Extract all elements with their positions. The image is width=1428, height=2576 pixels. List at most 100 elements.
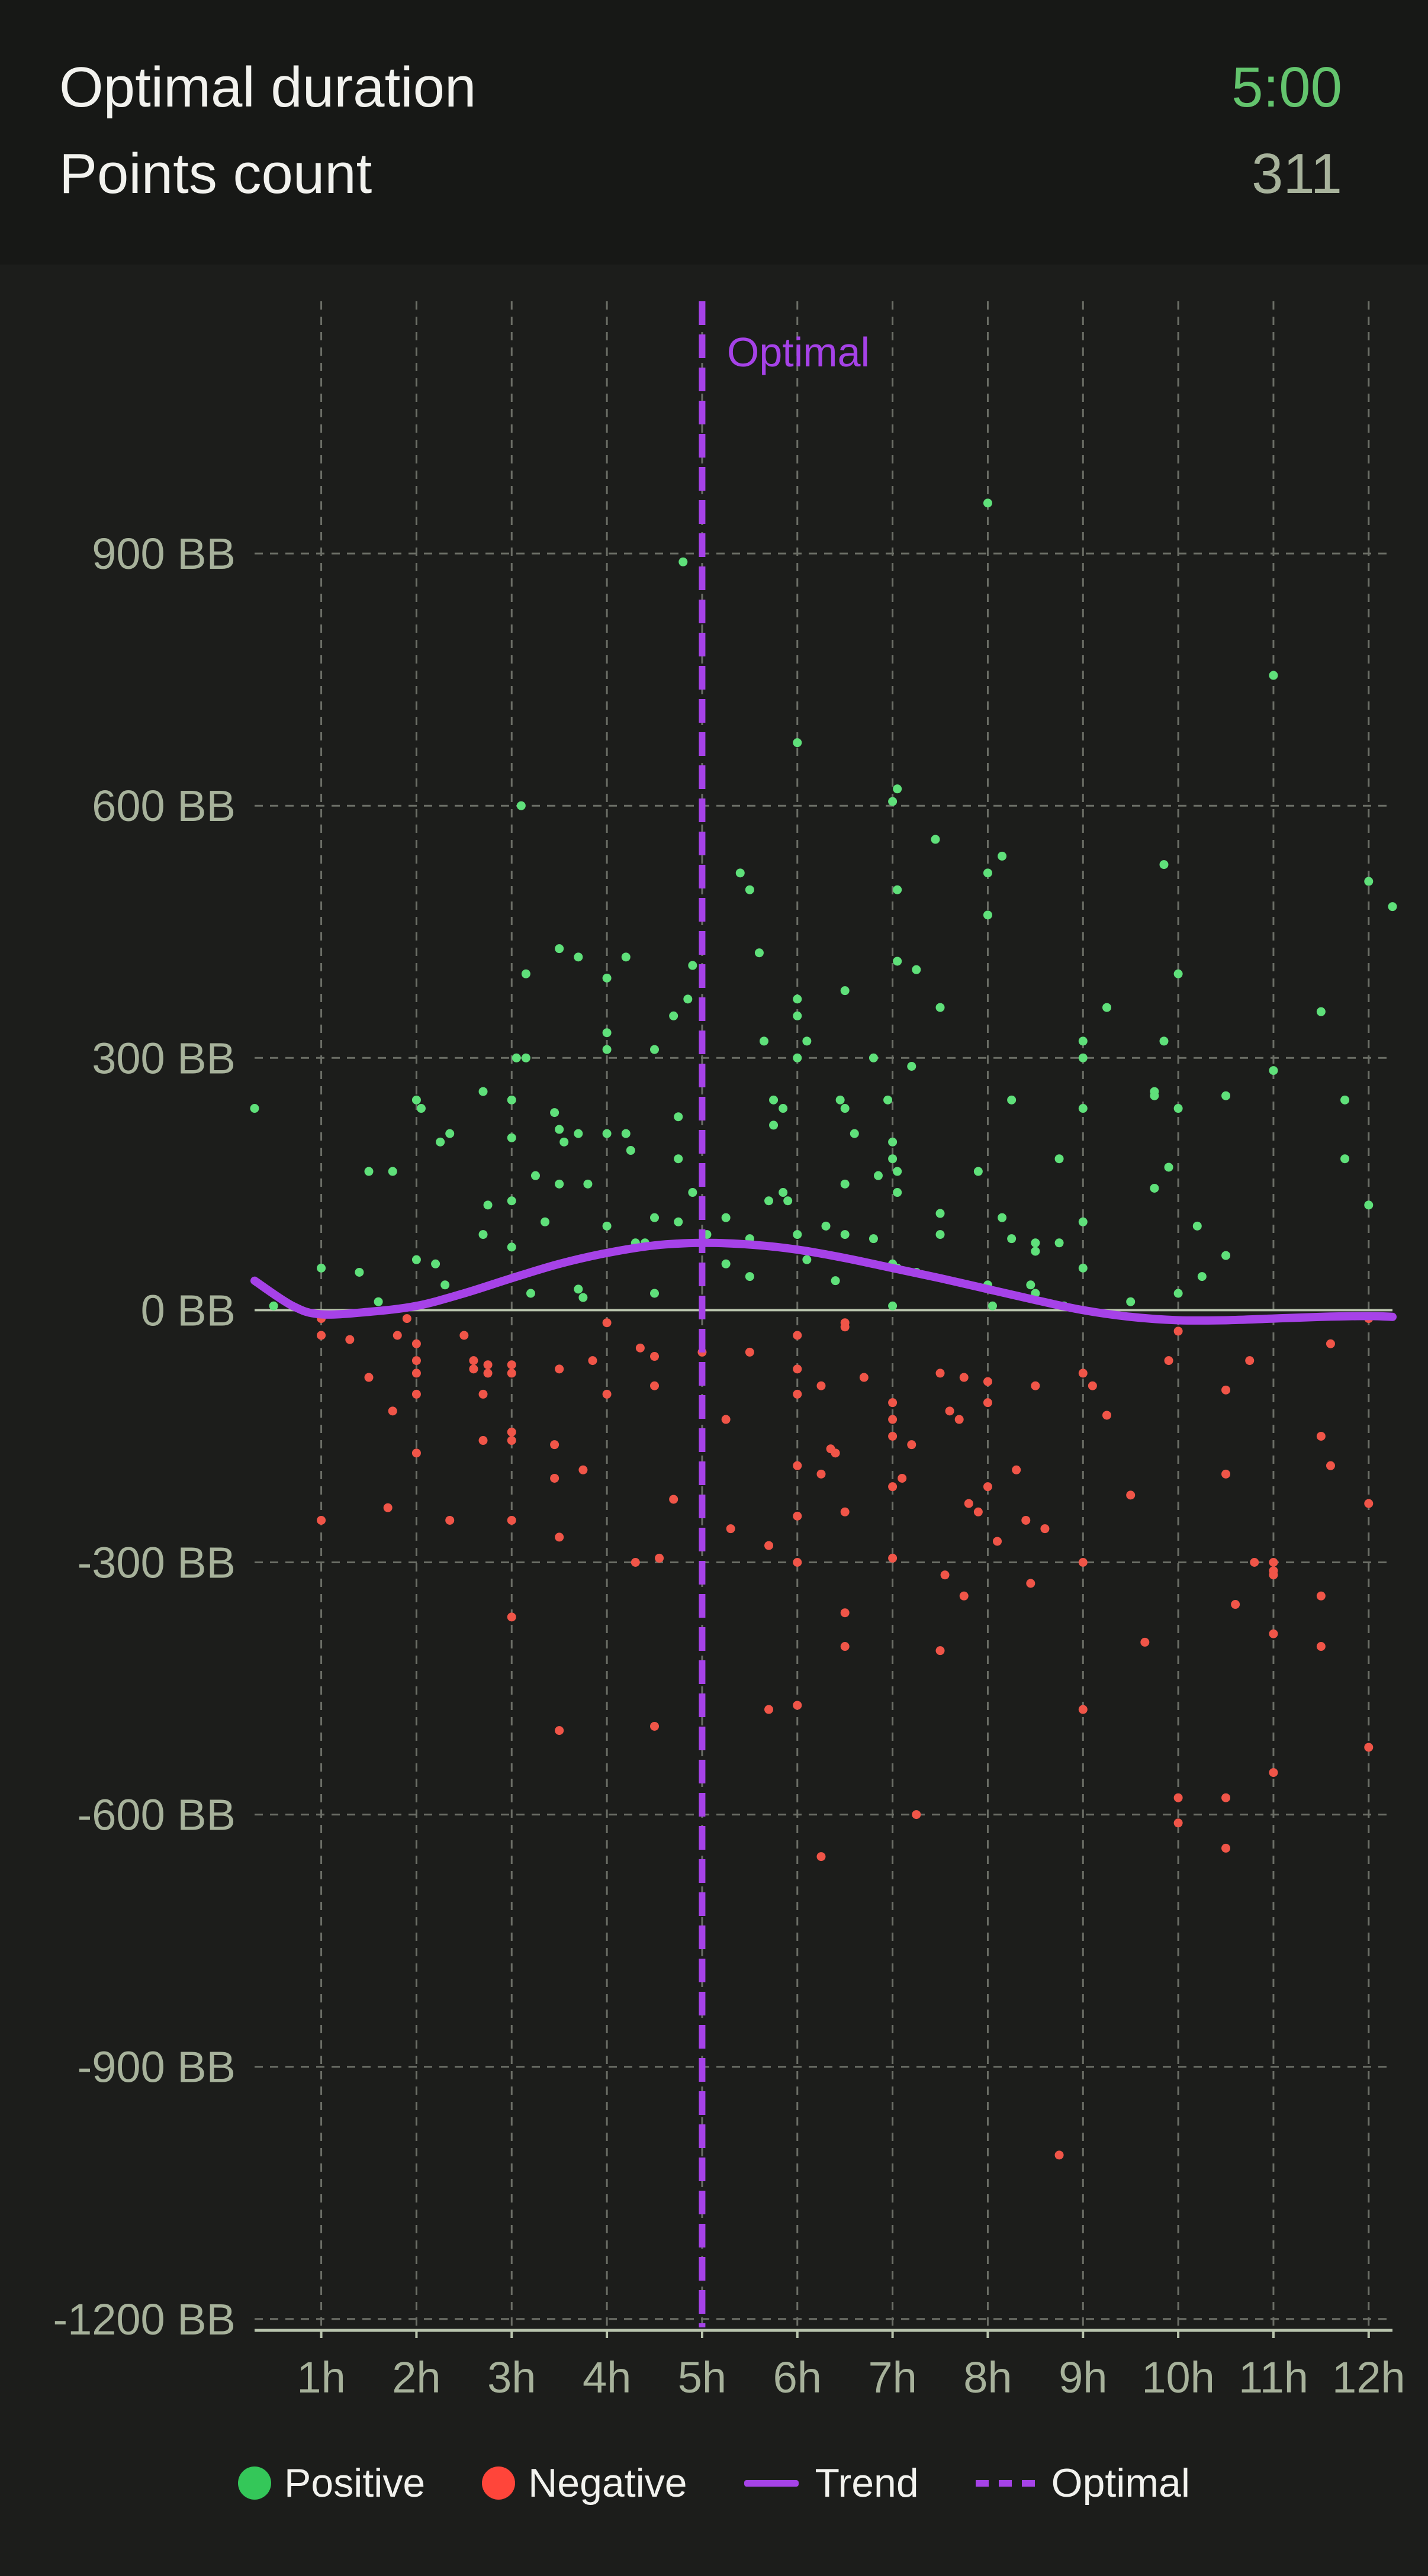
positive-point (317, 1263, 326, 1273)
negative-point (816, 1381, 826, 1390)
positive-point (1159, 1036, 1169, 1046)
positive-point (793, 1011, 802, 1020)
positive-point (912, 965, 921, 974)
x-tick-label: 10h (1141, 2353, 1214, 2402)
positive-point (840, 1179, 850, 1189)
positive-point (602, 1045, 612, 1054)
positive-point (559, 1137, 569, 1147)
trend-line-icon (744, 2480, 799, 2487)
negative-point (364, 1373, 374, 1382)
positive-point (907, 1062, 916, 1071)
positive-point (1364, 877, 1374, 886)
negative-point (840, 1608, 850, 1618)
negative-point (1054, 2150, 1064, 2160)
negative-point (555, 1532, 564, 1542)
positive-point (888, 797, 898, 806)
positive-point (745, 885, 754, 894)
legend-negative-label: Negative (528, 2461, 687, 2506)
y-tick-label: 0 BB (141, 1286, 236, 1335)
legend: Positive Negative Trend Optimal (0, 2451, 1428, 2516)
optimal-layer: Optimal (699, 301, 870, 2327)
legend-optimal-label: Optimal (1051, 2461, 1190, 2506)
scatter-chart[interactable]: 900 BB 600 BB 300 BB 0 BB -300 BB -600 BB -900… (0, 265, 1428, 2425)
negative-point (345, 1335, 355, 1344)
positive-point (1269, 671, 1278, 680)
negative-point (1040, 1524, 1050, 1534)
negative-point (764, 1541, 774, 1550)
positive-point (840, 986, 850, 996)
positive-point (935, 1230, 945, 1239)
positive-point (998, 1213, 1007, 1222)
y-tick-label: -600 BB (78, 1791, 236, 1840)
positive-point (988, 1301, 997, 1310)
negative-point (1326, 1339, 1335, 1348)
positive-point (516, 801, 526, 810)
positive-point (1364, 1200, 1374, 1210)
positive-point (793, 1230, 802, 1239)
positive-point (1102, 1003, 1111, 1012)
positive-point (888, 1301, 898, 1310)
positive-point (779, 1188, 788, 1197)
positive-point (374, 1297, 383, 1306)
positive-point (411, 1095, 421, 1105)
negative-point (655, 1553, 664, 1563)
positive-point (1078, 1263, 1088, 1273)
negative-point (635, 1343, 645, 1353)
positive-point (541, 1217, 550, 1226)
positive-point (869, 1053, 878, 1062)
positive-point (1150, 1183, 1159, 1193)
negative-point (317, 1515, 326, 1525)
positive-point (1054, 1238, 1064, 1248)
negative-point (650, 1381, 660, 1390)
positive-point (793, 994, 802, 1004)
summary-header: Optimal duration 5:00 Points count 311 (0, 0, 1428, 265)
negative-point (317, 1331, 326, 1340)
positive-point (530, 1171, 540, 1180)
positive-point (674, 1217, 683, 1226)
optimal-dash-icon (975, 2480, 1035, 2487)
negative-point (507, 1612, 516, 1622)
positive-point (688, 961, 697, 970)
points-count-row: Points count 311 (59, 139, 1342, 210)
positive-point (1388, 902, 1397, 912)
legend-negative: Negative (482, 2460, 687, 2506)
negative-point (1269, 1629, 1278, 1638)
positive-point (888, 1154, 898, 1164)
negative-point (954, 1415, 964, 1424)
positive-point (650, 1045, 660, 1054)
positive-point (674, 1112, 683, 1122)
positive-point (840, 1104, 850, 1113)
positive-point (802, 1036, 812, 1046)
negative-point (445, 1515, 455, 1525)
negative-point (793, 1331, 802, 1340)
negative-point (793, 1389, 802, 1399)
positive-point (507, 1196, 516, 1206)
positive-point (831, 1276, 840, 1286)
positive-point (835, 1095, 845, 1105)
positive-point (436, 1137, 445, 1147)
negative-point (793, 1701, 802, 1710)
negative-point (840, 1322, 850, 1332)
positive-point (550, 1108, 559, 1118)
positive-point (931, 835, 940, 844)
positive-point (745, 1272, 754, 1281)
positive-point (1221, 1251, 1231, 1260)
positive-point (1126, 1297, 1136, 1306)
x-tick-label: 11h (1239, 2353, 1308, 2402)
negative-point (669, 1495, 678, 1504)
legend-positive-label: Positive (284, 2461, 426, 2506)
positive-point (850, 1129, 859, 1138)
positive-point (1269, 1066, 1278, 1076)
positive-point (602, 1129, 612, 1138)
positive-point (1054, 1154, 1064, 1164)
positive-point (893, 784, 902, 794)
negative-point (1173, 1818, 1183, 1828)
positive-point (840, 1230, 850, 1239)
positive-point (793, 738, 802, 748)
positive-point (821, 1221, 831, 1231)
y-tick-label: 900 BB (92, 529, 236, 578)
negative-point (1221, 1843, 1231, 1853)
negative-point (831, 1448, 840, 1458)
positive-point (935, 1209, 945, 1218)
positive-point (802, 1255, 812, 1264)
